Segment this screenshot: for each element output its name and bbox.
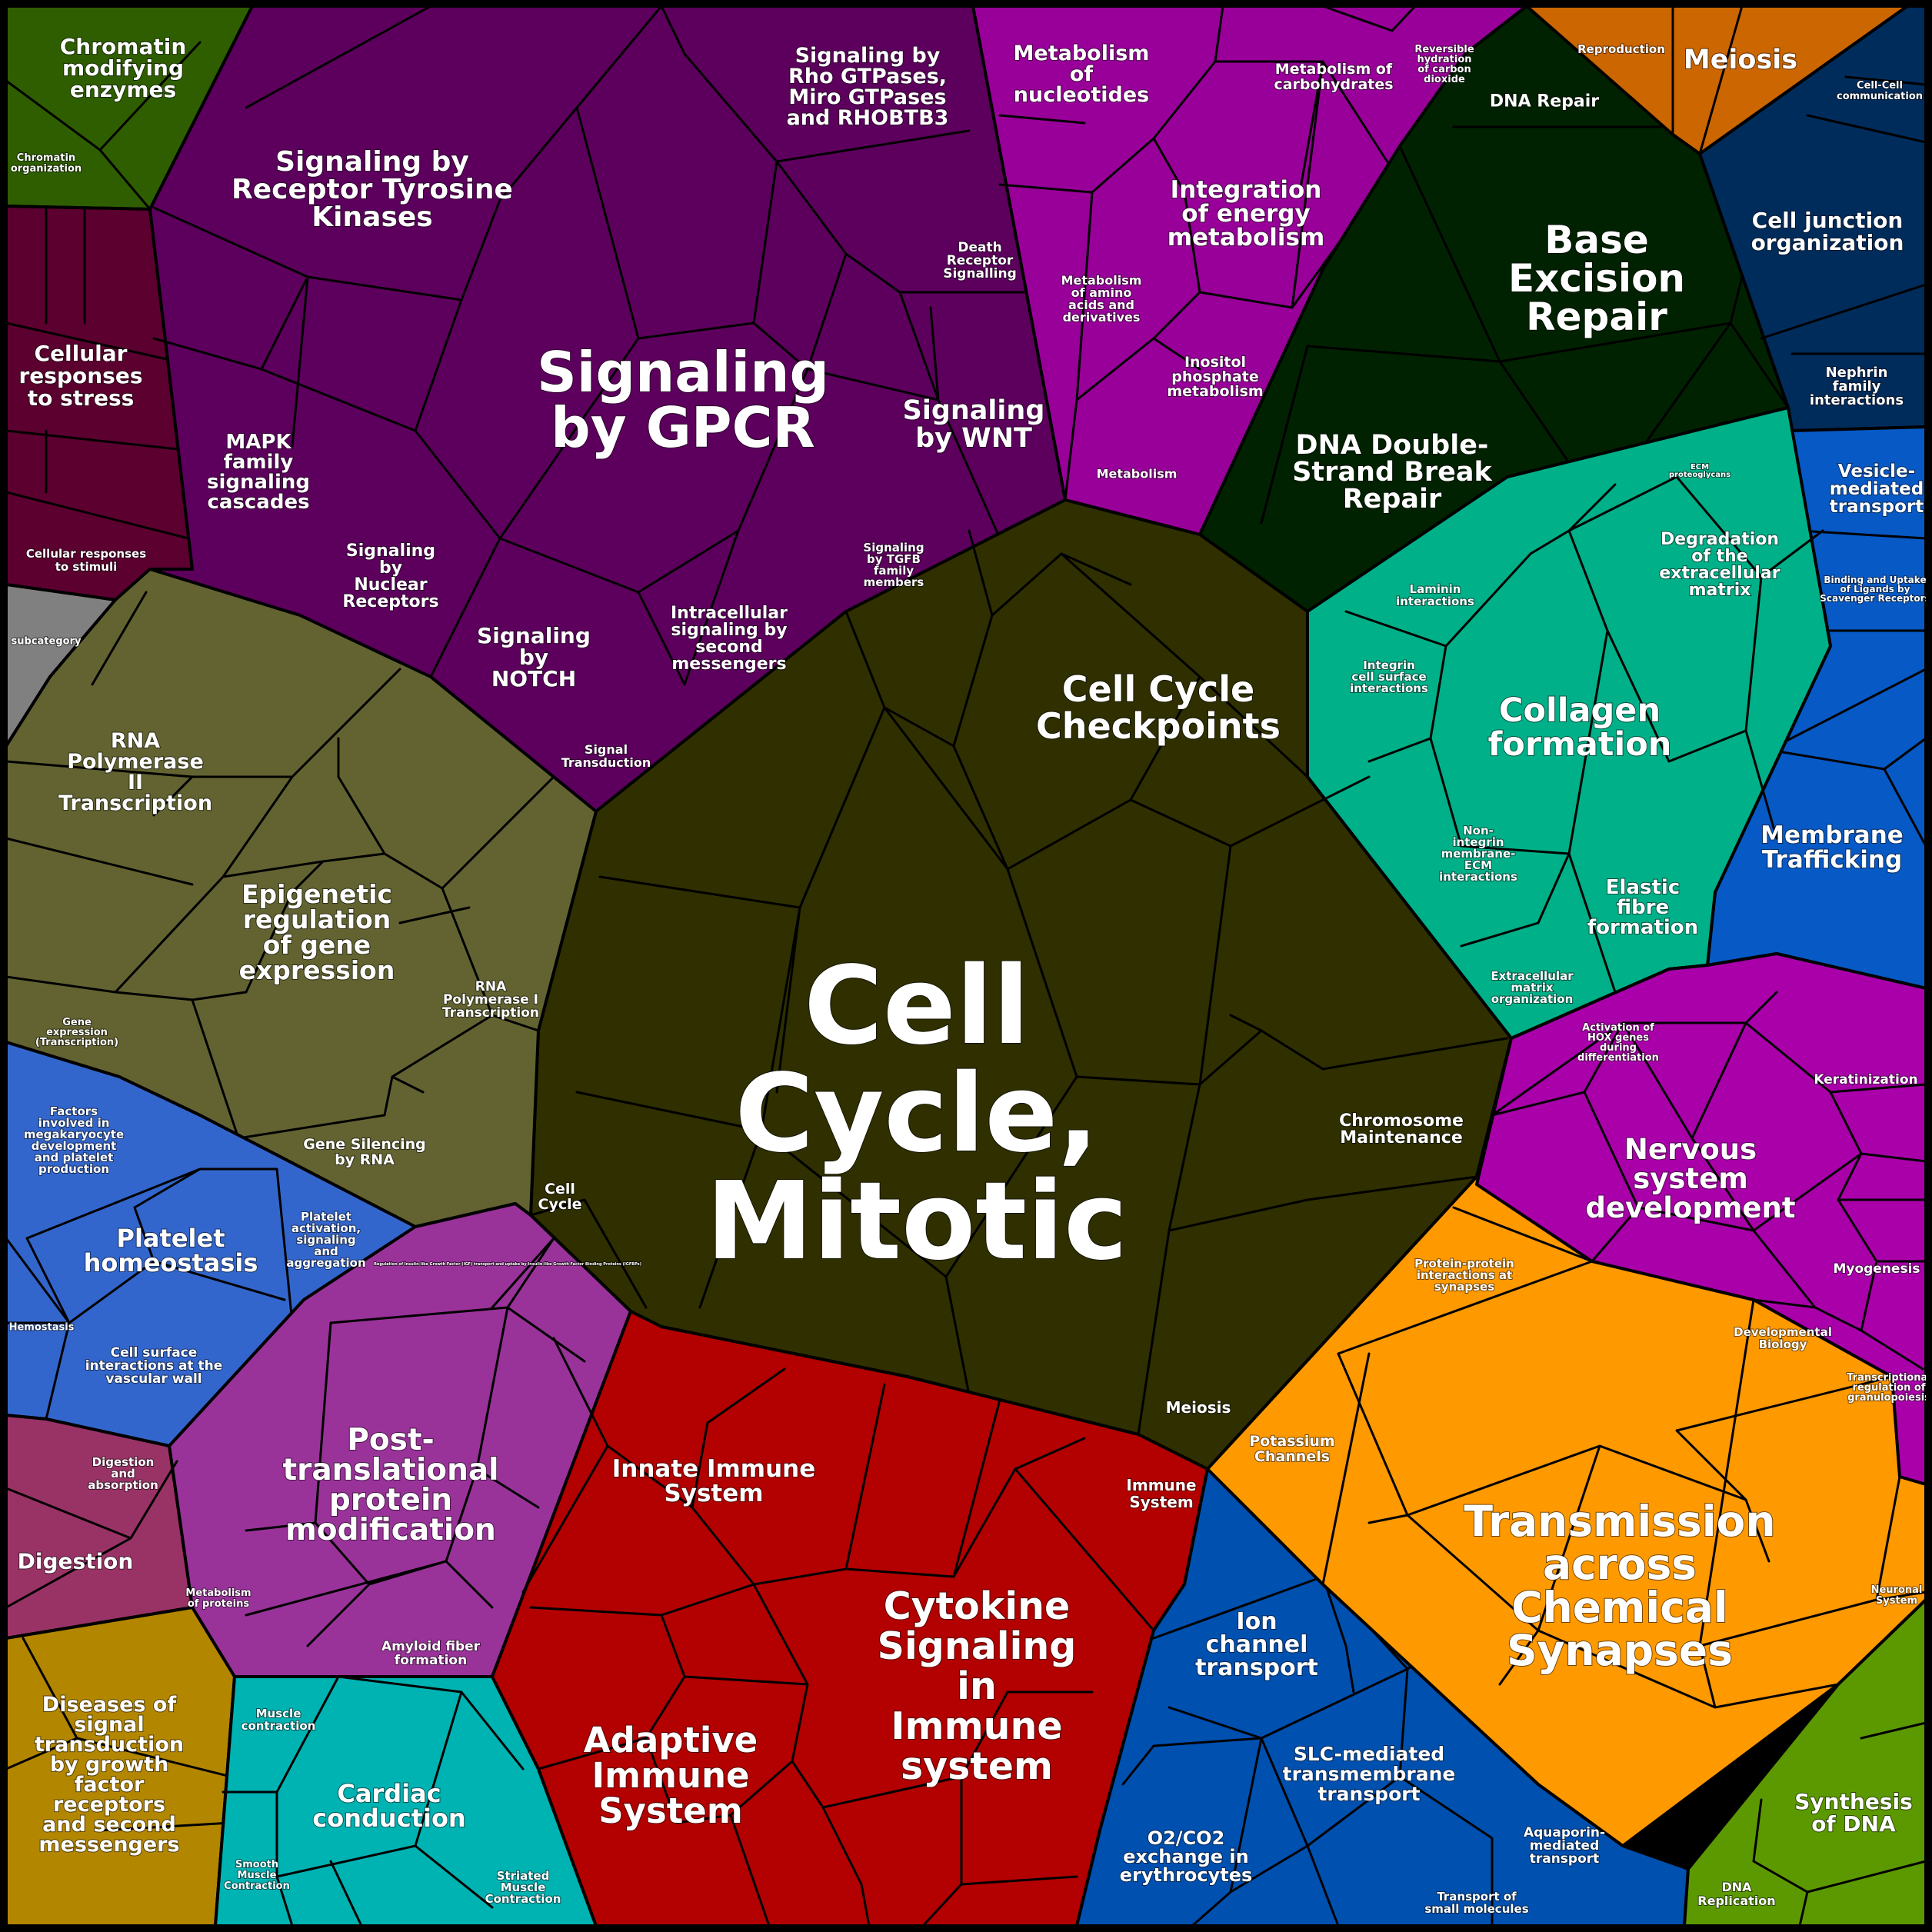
label-activation-of-hox-genes: Activation of HOX genes during differentiat… <box>1577 1022 1659 1064</box>
label-diseases-of-signal-transduction: Diseases of signal transduction by growth fa… <box>35 1693 184 1857</box>
label-chromatin-organization: Chromatin organization <box>11 152 82 175</box>
label-reversible-hydration: Reversible hydration of carbon dioxide <box>1414 44 1474 85</box>
label-death-receptor-signalling: Death Receptor Signalling <box>943 240 1017 281</box>
label-meiosis-repro: Meiosis <box>1684 45 1797 75</box>
label-megakaryocyte-factors: Factors involved in megakaryocyte developme… <box>24 1104 124 1176</box>
label-signaling-by-gpcr: Signaling by GPCR <box>537 340 829 460</box>
label-metabolism: Metabolism <box>1097 467 1178 481</box>
label-cell-surface-vascular-wall: Cell surface interactions at the vascular … <box>85 1345 223 1387</box>
label-cellular-responses-to-stress: Cellular responses to stress <box>19 341 143 411</box>
label-nephrin-family: Nephrin family interactions <box>1810 365 1904 408</box>
label-ecm-proteoglycans: ECM proteoglycans <box>1669 463 1730 479</box>
label-signaling-by-tgfb: Signaling by TGFB family members <box>863 541 924 589</box>
label-platelet-homeostasis: Platelet homeostasis <box>84 1224 258 1277</box>
label-reproduction: Reproduction <box>1577 42 1665 56</box>
label-membrane-trafficking: Membrane Trafficking <box>1760 821 1904 874</box>
label-digestion: Digestion <box>18 1549 134 1574</box>
label-signaling-by-rtk: Signaling by Receptor Tyrosine Kinases <box>232 146 513 233</box>
label-chromatin-modifying-enzymes: Chromatin modifying enzymes <box>60 34 187 102</box>
label-vesicle-mediated-transport: Vesicle-mediated transport <box>1830 461 1924 517</box>
label-cell-cell-communication: Cell-Cell communication <box>1837 80 1923 102</box>
label-ecm-organization: Extracellular matrix organization <box>1491 969 1574 1006</box>
label-signaling-by-nuclear-receptors: Signaling by Nuclear Receptors <box>342 541 438 611</box>
label-chromosome-maintenance: Chromosome Maintenance <box>1339 1111 1464 1148</box>
label-non-integrin-ecm: Non-integrin membrane-ECM interactions <box>1439 824 1517 884</box>
label-potassium-channels: Potassium Channels <box>1249 1433 1334 1465</box>
label-amyloid-fiber-formation: Amyloid fiber formation <box>381 1639 481 1668</box>
label-metabolism-of-proteins: Metabolism of proteins <box>185 1587 251 1610</box>
label-cellular-responses-to-stimuli: Cellular responses to stimuli <box>26 547 146 574</box>
label-intracellular-second-messengers: Intracellular signaling by second messenger… <box>671 604 788 674</box>
label-transmission-across-synapses: Transmission across Chemical Synapses <box>1464 1497 1775 1675</box>
label-subcategory: subcategory <box>12 636 82 648</box>
label-rna-pol-i: RNA Polymerase I Transcription <box>442 979 539 1021</box>
label-innate-immune-system: Innate Immune System <box>612 1455 816 1507</box>
label-signaling-by-wnt: Signaling by WNT <box>903 395 1045 454</box>
label-neuronal-system: Neuronal System <box>1871 1584 1923 1607</box>
label-meiosis-cellcycle: Meiosis <box>1166 1398 1231 1417</box>
label-signal-transduction: Signal Transduction <box>561 742 651 770</box>
label-gene-silencing-by-rna: Gene Silencing by RNA <box>303 1136 426 1168</box>
label-base-excision-repair: Base Excision Repair <box>1508 218 1685 339</box>
label-signaling-by-rho-gtpases: Signaling by Rho GTPases, Miro GTPases and … <box>787 44 949 130</box>
label-nervous-system-development: Nervous system development <box>1585 1133 1795 1224</box>
label-digestion-and-absorption: Digestion and absorption <box>88 1455 158 1492</box>
label-binding-uptake-scavenger: Binding and Uptake of Ligands by Scavenger… <box>1820 575 1930 604</box>
label-metabolism-of-nucleotides: Metabolism of nucleotides <box>1014 42 1150 107</box>
label-protein-interactions-synapses: Protein-protein interactions at synapses <box>1414 1257 1514 1294</box>
label-gene-expression: Gene expression (Transcription) <box>35 1017 118 1048</box>
cell-digest[interactable] <box>5 1414 194 1640</box>
label-mapk-cascades: MAPK family signaling cascades <box>207 431 310 514</box>
label-developmental-biology: Developmental Biology <box>1734 1325 1832 1351</box>
label-dna-double-strand-break-repair: DNA Double-Strand Break Repair <box>1292 430 1492 515</box>
label-degradation-ecm: Degradation of the extracellular matrix <box>1659 530 1780 600</box>
label-cell-cycle: Cell Cycle <box>538 1181 582 1213</box>
label-synthesis-of-dna: Synthesis of DNA <box>1794 1789 1913 1837</box>
label-cytokine-signaling: Cytokine Signaling in Immune system <box>878 1584 1077 1788</box>
label-platelet-activation: Platelet activation, signaling and aggregati… <box>286 1210 365 1270</box>
label-hemostasis: Hemostasis <box>9 1322 75 1334</box>
label-signaling-by-notch: Signaling by NOTCH <box>477 623 591 691</box>
labels: Chromatin modifying enzymes Chromatin organ… <box>8 33 1932 1917</box>
label-cardiac-conduction: Cardiac conduction <box>312 1779 465 1833</box>
label-muscle-contraction: Muscle contraction <box>242 1707 316 1733</box>
label-striated-muscle-contraction: Striated Muscle Contraction <box>485 1869 561 1906</box>
label-epigenetic-regulation: Epigenetic regulation of gene expression <box>239 879 395 985</box>
label-collagen-formation: Collagen formation <box>1488 691 1672 764</box>
cell-dev[interactable] <box>1475 952 1927 1486</box>
label-smooth-muscle-contraction: Smooth Muscle Contraction <box>224 1859 290 1892</box>
label-cell-junction-organization: Cell junction organization <box>1751 208 1904 255</box>
label-slc-transport: SLC-mediated transmembrane transport <box>1283 1743 1456 1805</box>
label-transport-of-small-molecules: Transport of small molecules <box>1424 1890 1528 1916</box>
label-metabolism-of-amino-acids: Metabolism of amino acids and derivatives <box>1061 273 1142 325</box>
label-elastic-fibre-formation: Elastic fibre formation <box>1587 876 1698 939</box>
label-cell-cycle-mitotic: Cell Cycle, Mitotic <box>706 944 1128 1284</box>
label-cell-cycle-checkpoints: Cell Cycle Checkpoints <box>1036 668 1281 747</box>
label-aquaporin-transport: Aquaporin-mediated transport <box>1524 1825 1605 1867</box>
label-integration-of-energy-metabolism: Integration of energy metabolism <box>1168 176 1325 251</box>
label-dna-repair: DNA Repair <box>1490 92 1599 112</box>
label-rna-pol-ii: RNA Polymerase II Transcription <box>58 729 212 815</box>
label-keratinization: Keratinization <box>1814 1072 1917 1088</box>
label-post-translational: Post-translational protein modification <box>282 1423 498 1547</box>
label-integrin-cell-surface: Integrin cell surface interactions <box>1350 658 1428 695</box>
label-myogenesis: Myogenesis <box>1833 1261 1920 1277</box>
label-dna-replication: DNA Replication <box>1697 1880 1775 1908</box>
label-inositol-phosphate-metabolism: Inositol phosphate metabolism <box>1167 354 1263 400</box>
cell-stress[interactable] <box>5 205 194 601</box>
label-ion-channel-transport: Ion channel transport <box>1195 1608 1318 1681</box>
label-adaptive-immune-system: Adaptive Immune System <box>584 1720 758 1831</box>
label-transcriptional-regulation-granulopoiesis: Transcriptional regulation of granulopoies… <box>1847 1372 1931 1404</box>
label-metabolism-of-carbohydrates: Metabolism of carbohydrates <box>1274 61 1393 93</box>
label-immune-system: Immune System <box>1126 1476 1196 1511</box>
label-regulation-of-igf-transport: Regulation of Insulin-like Growth Factor… <box>374 1262 641 1267</box>
label-laminin-interactions: Laminin interactions <box>1396 582 1474 608</box>
label-o2-co2-exchange: O2/CO2 exchange in erythrocytes <box>1120 1827 1253 1886</box>
